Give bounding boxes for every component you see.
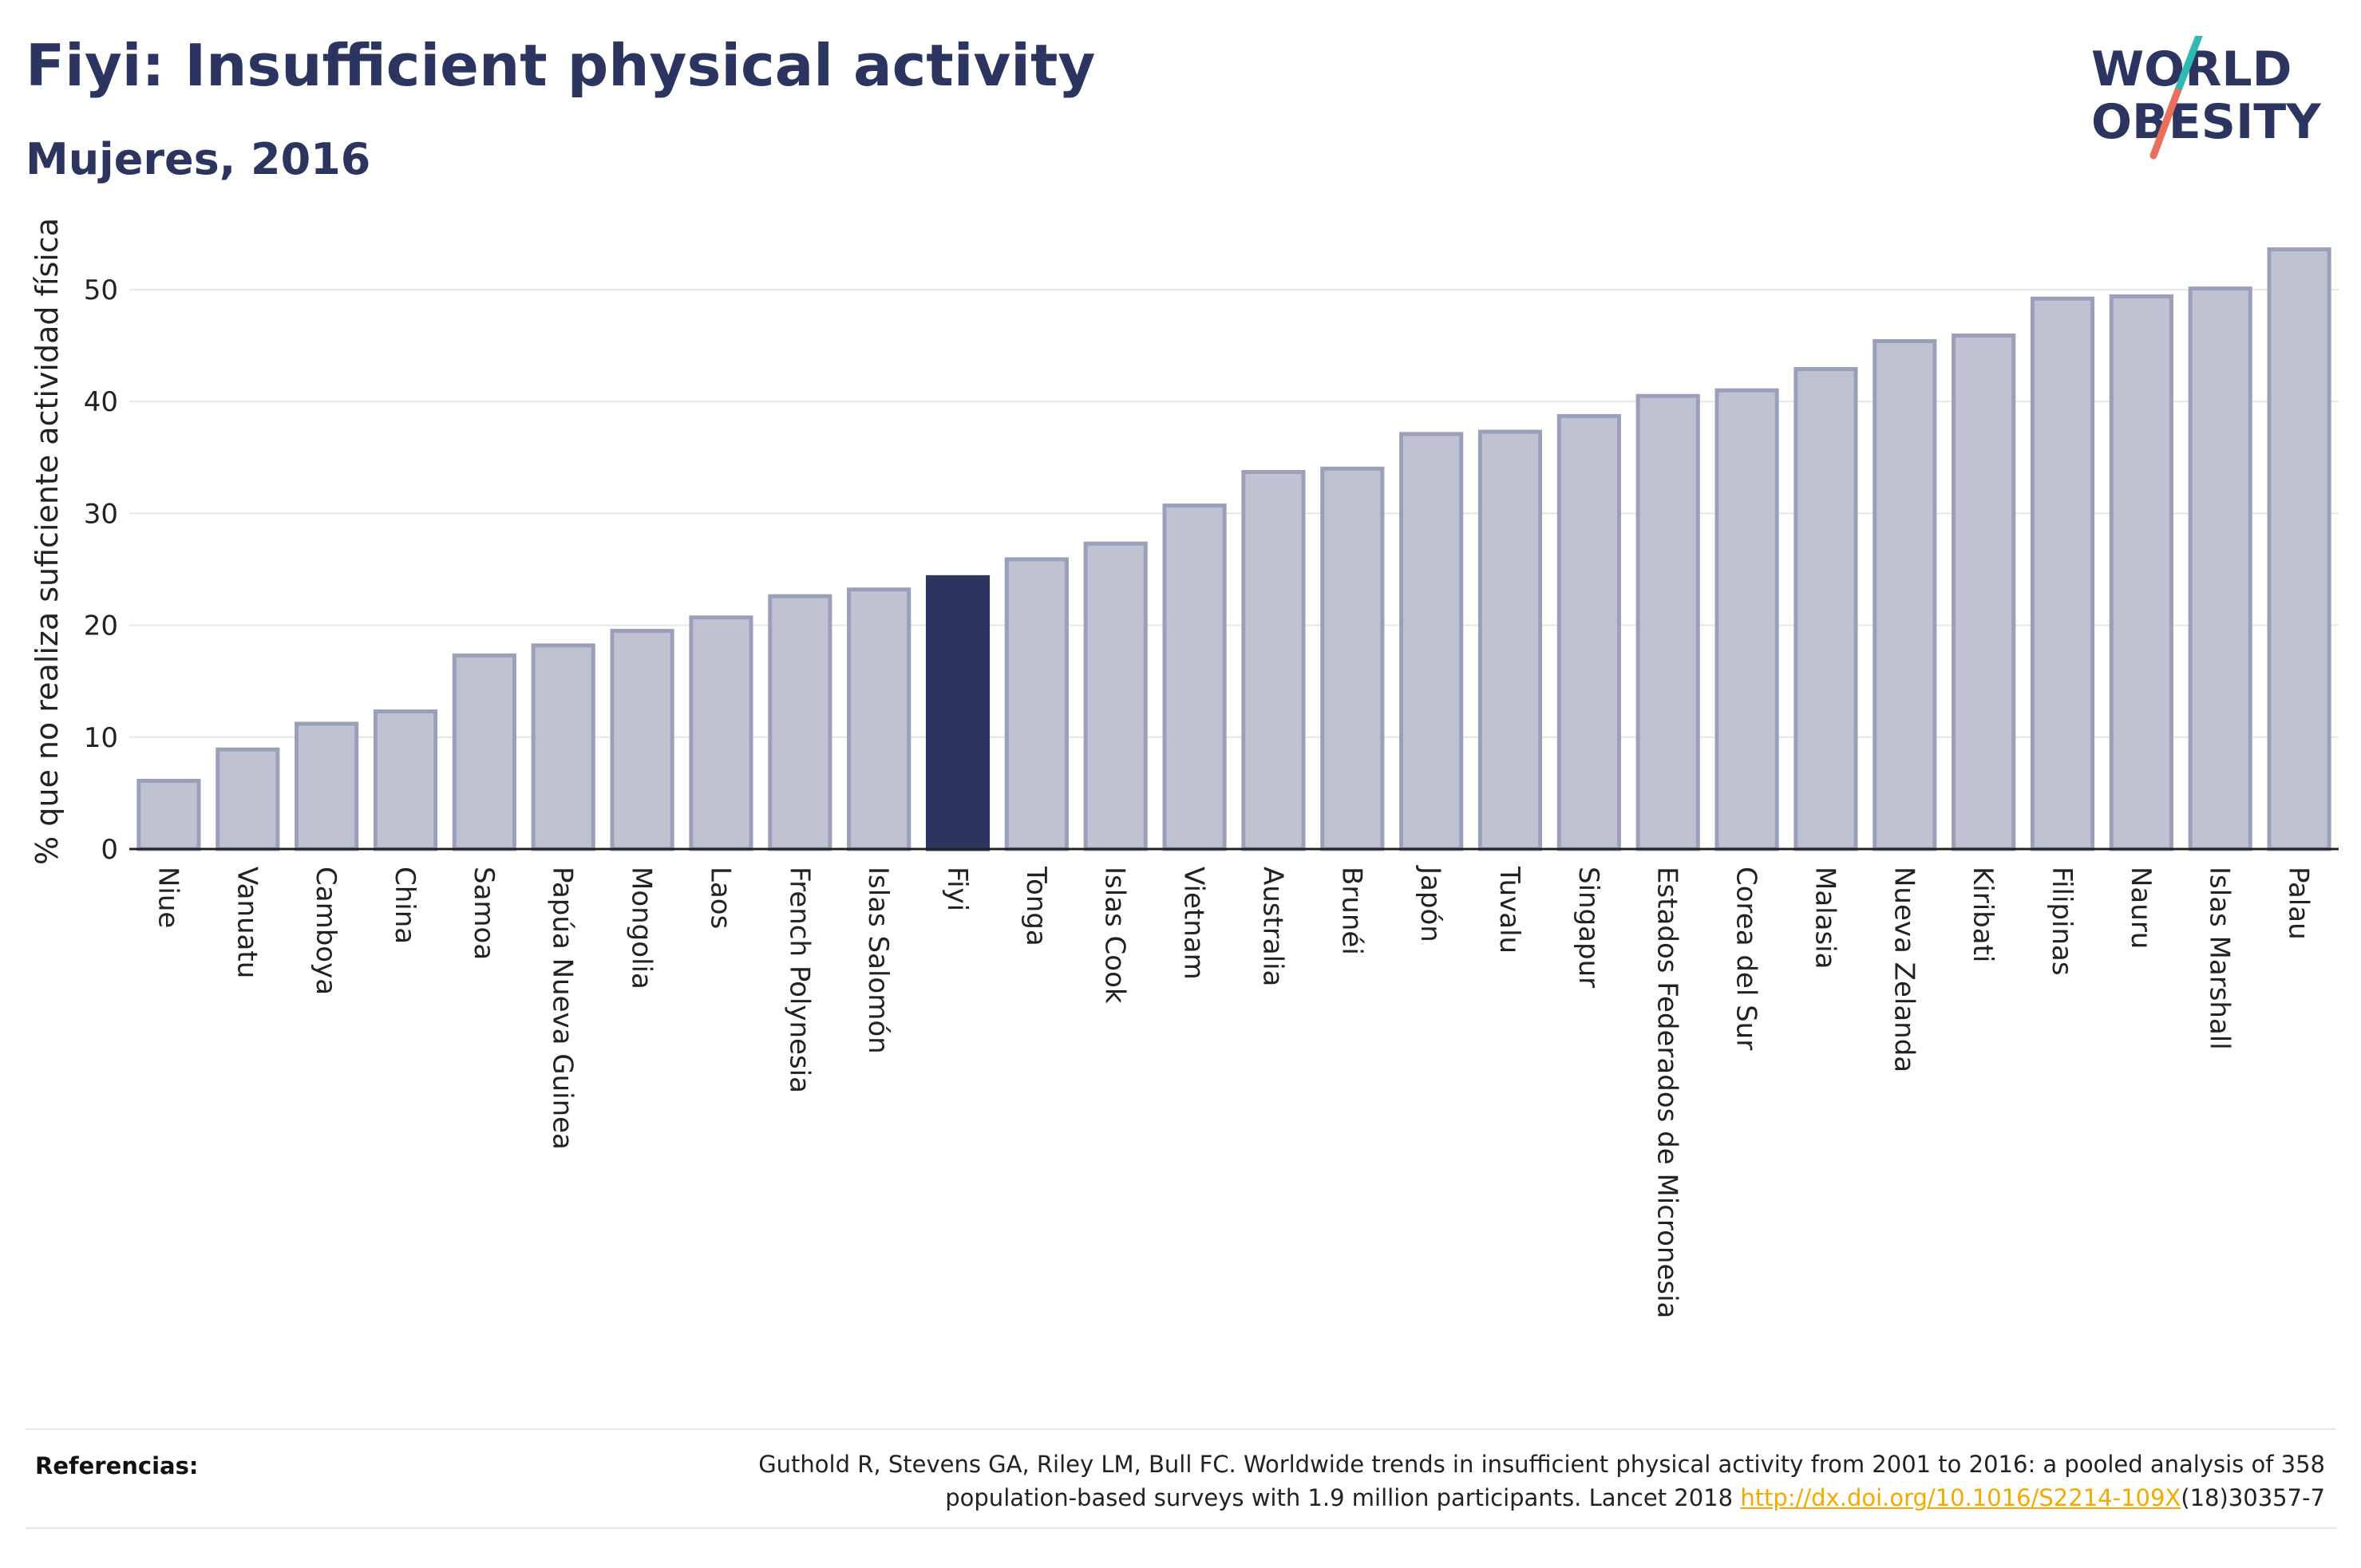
x-tick-label: Fiyi — [941, 867, 973, 911]
y-tick-label: 10 — [84, 722, 118, 754]
bar-pap-a-nueva-guinea — [531, 643, 595, 851]
reference-line-2: population-based surveys with 1.9 millio… — [945, 1484, 1741, 1511]
y-tick-label: 0 — [101, 834, 118, 866]
x-tick-label: Islas Cook — [1099, 867, 1131, 1004]
page-subtitle: Mujeres, 2016 — [26, 134, 371, 184]
x-tick-label: Tuvalu — [1493, 866, 1525, 954]
page-title: Fiyi: Insufficient physical activity — [26, 32, 1096, 99]
y-tick-label: 30 — [84, 498, 118, 530]
bar-kiribati — [1952, 333, 2016, 851]
bar-palau — [2267, 247, 2331, 851]
x-tick-label: Laos — [704, 867, 736, 929]
bar-vanuatu — [216, 747, 280, 851]
bar-malasia — [1793, 367, 1858, 851]
x-tick-label: Corea del Sur — [1730, 867, 1762, 1050]
bar-islas-cook — [1083, 541, 1148, 851]
x-tick-label: Filipinas — [2046, 867, 2078, 976]
y-axis-label: % que no realiza suficiente actividad fí… — [30, 218, 65, 865]
bar-chart: 0 10 20 30 40 50 % que no realiza suficiente a… — [30, 218, 2339, 1318]
bar-filipinas — [2030, 296, 2095, 851]
bar-french-polynesia — [768, 594, 832, 851]
bar-fiyi — [925, 575, 991, 851]
x-tick-label: Estados Federados de Micronesia — [1651, 867, 1683, 1318]
x-tick-label: Mongolia — [626, 867, 658, 989]
bar-singapur — [1556, 413, 1621, 851]
x-tick-label: Islas Salomón — [862, 867, 894, 1054]
x-tick-label: Australia — [1256, 867, 1288, 986]
y-tick-label: 50 — [84, 274, 118, 306]
x-tick-label: Malasia — [1809, 867, 1841, 969]
y-tick-label: 20 — [84, 610, 118, 642]
x-tick-label: Camboya — [310, 867, 342, 995]
x-tick-label: Islas Marshall — [2204, 867, 2236, 1050]
y-tick-label: 40 — [84, 386, 118, 418]
x-tick-label: Kiribati — [1967, 867, 1999, 962]
x-tick-label: Niue — [152, 867, 184, 928]
logo-line-2: OBESITY — [2091, 94, 2322, 150]
bar-jap-n — [1399, 432, 1464, 851]
x-tick-label: Nueva Zelanda — [1888, 867, 1920, 1072]
x-tick-label: Brunéi — [1335, 867, 1367, 955]
x-tick-label: Vanuatu — [231, 867, 263, 978]
bar-china — [373, 709, 438, 851]
references-label: Referencias: — [35, 1452, 199, 1479]
bar-islas-salom-n — [847, 587, 912, 851]
bar-nauru — [2109, 294, 2173, 851]
references-footer: Referencias: Guthold R, Stevens GA, Rile… — [26, 1428, 2336, 1529]
world-obesity-logo: WORLD OBESITY — [2091, 36, 2322, 160]
x-tick-label: Papúa Nueva Guinea — [547, 867, 579, 1150]
bar-mongolia — [610, 629, 674, 851]
reference-line-1: Guthold R, Stevens GA, Riley LM, Bull FC… — [758, 1451, 2325, 1478]
x-tick-label: Nauru — [2125, 867, 2157, 949]
bar-corea-del-sur — [1714, 388, 1779, 851]
bar-camboya — [295, 721, 359, 851]
bar-niue — [136, 778, 201, 851]
doi-link[interactable]: http://dx.doi.org/10.1016/S2214-109X — [1740, 1484, 2181, 1511]
x-tick-label: China — [389, 867, 421, 944]
bar-vietnam — [1162, 504, 1227, 851]
x-tick-label: French Polynesia — [783, 867, 815, 1093]
bar-islas-marshall — [2188, 286, 2252, 851]
references-text: Guthold R, Stevens GA, Riley LM, Bull FC… — [758, 1448, 2325, 1515]
x-tick-label: Tonga — [1020, 866, 1052, 946]
bar-estados-federados-de-micronesia — [1635, 393, 1700, 851]
bar-tuvalu — [1477, 429, 1543, 851]
x-tick-label: Japón — [1414, 865, 1446, 942]
reference-line-2-end: (18)30357-7 — [2181, 1484, 2325, 1511]
x-tick-label: Palau — [2283, 867, 2315, 940]
bar-australia — [1241, 470, 1306, 851]
bar-tonga — [1004, 557, 1069, 851]
x-tick-label: Samoa — [468, 867, 500, 960]
bar-nueva-zelanda — [1873, 338, 1937, 851]
bar-samoa — [452, 653, 516, 851]
x-tick-label: Singapur — [1572, 867, 1604, 988]
x-tick-label: Vietnam — [1178, 867, 1210, 980]
bar-brun-i — [1320, 466, 1385, 851]
bar-laos — [689, 615, 753, 851]
